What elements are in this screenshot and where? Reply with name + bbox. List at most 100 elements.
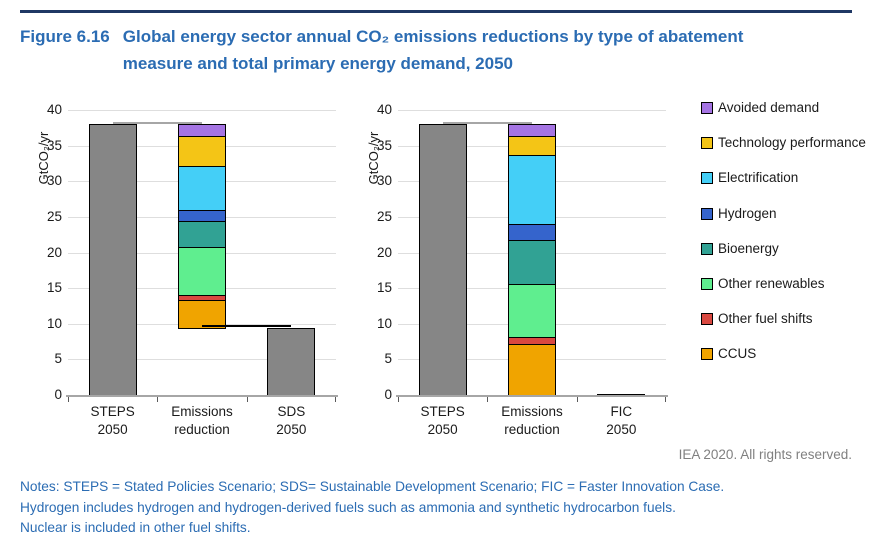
- y-tick-label: 40: [376, 102, 392, 117]
- plot-area: [396, 110, 668, 402]
- bar-segment-technology-performance: [178, 136, 226, 167]
- legend-item-other-renewables: Other renewables: [701, 276, 869, 292]
- bar-segment-other-fuel-shifts: [508, 337, 556, 346]
- x-category-label: STEPS 2050: [68, 403, 157, 438]
- y-tick-label: 30: [46, 173, 62, 189]
- x-axis-line: [396, 395, 668, 397]
- bar-segment-avoided-demand: [508, 123, 556, 138]
- y-tick-label: 0: [54, 387, 62, 402]
- bar-segment-other-renewables: [508, 283, 556, 339]
- legend-swatch-electrification: [701, 172, 713, 185]
- legend-item-electrification: Electrification: [701, 170, 869, 186]
- waterfall-connector: [202, 325, 292, 328]
- legend-swatch-hydrogen: [701, 207, 713, 220]
- x-category-label-line: reduction: [504, 421, 560, 437]
- plot-area: [66, 110, 338, 402]
- top-rule: [20, 10, 852, 13]
- bar-segment-hydrogen: [508, 224, 556, 242]
- x-category-label: Emissions reduction: [487, 403, 576, 438]
- y-tick-label: 20: [46, 244, 62, 260]
- y-tick-label: 5: [384, 351, 392, 367]
- gridline: [68, 110, 336, 111]
- y-tick-label: 5: [54, 351, 62, 367]
- legend-swatch-ccus: [701, 348, 713, 361]
- bar-segment-electrification: [508, 154, 556, 225]
- gridline: [398, 110, 666, 111]
- x-category-label-line: FIC: [610, 404, 633, 419]
- bar-segment-bioenergy: [508, 240, 556, 285]
- gridline: [68, 359, 336, 361]
- bar-segment-steps-2050: [88, 123, 137, 396]
- x-axis-tick: [68, 397, 69, 402]
- waterfall-connector: [442, 121, 532, 124]
- bar-segment-avoided-demand: [178, 123, 226, 138]
- bar-segment-technology-performance: [508, 136, 556, 156]
- figure-title-text: Global energy sector annual CO₂ emission…: [122, 27, 744, 74]
- x-axis-tick: [398, 397, 399, 402]
- legend-swatch-bioenergy: [701, 242, 713, 255]
- legend-swatch-technology-performance: [701, 137, 713, 150]
- legend-swatch-other-renewables: [701, 277, 713, 290]
- waterfall-connector: [112, 121, 202, 124]
- y-tick-label: 40: [46, 102, 62, 117]
- bar-segment-ccus: [508, 344, 556, 396]
- legend-label: Other renewables: [718, 275, 825, 291]
- legend-label: Hydrogen: [718, 205, 777, 221]
- y-tick-label: 35: [376, 137, 392, 153]
- x-axis-tick: [487, 397, 488, 402]
- x-category-label-line: Emissions: [501, 404, 563, 419]
- chart-sds-waterfall: GtCO₂/yr 0 5 10 15 20 25 30 35 40 STEPS 2050 Emissio…: [20, 95, 355, 440]
- bar-segment-electrification: [178, 165, 226, 211]
- y-tick-label: 0: [384, 387, 392, 402]
- chart-legend: Avoided demand Technology performance Elec…: [701, 100, 869, 363]
- legend-label: Technology performance: [718, 135, 866, 151]
- figure-notes: Notes: STEPS = Stated Policies Scenario;…: [20, 477, 724, 539]
- x-axis-line: [66, 395, 338, 397]
- y-tick-label: 10: [46, 315, 62, 331]
- legend-item-technology-performance: Technology performance: [701, 135, 869, 151]
- y-tick-label: 30: [376, 173, 392, 189]
- x-axis-tick: [157, 397, 158, 402]
- legend-swatch-other-fuel-shifts: [701, 313, 713, 326]
- bar-segment-steps-2050: [418, 123, 467, 396]
- x-axis-tick: [577, 397, 578, 402]
- y-tick-label: 25: [46, 208, 62, 224]
- note-line: Hydrogen includes hydrogen and hydrogen-…: [20, 499, 676, 515]
- y-tick-label: 15: [376, 280, 392, 296]
- figure-number: Figure 6.16: [20, 27, 110, 46]
- legend-label: Electrification: [718, 170, 799, 186]
- bar-segment-sds-2050: [267, 328, 316, 396]
- note-line: Notes: STEPS = Stated Policies Scenario;…: [20, 479, 725, 494]
- x-category-label-line: 2050: [97, 421, 128, 437]
- x-category-label-line: SDS: [277, 404, 306, 419]
- legend-label: CCUS: [718, 346, 757, 362]
- legend-item-other-fuel-shifts: Other fuel shifts: [701, 311, 869, 327]
- x-category-label-line: 2050: [276, 421, 307, 437]
- legend-item-bioenergy: Bioenergy: [701, 241, 869, 257]
- y-tick-label: 10: [376, 315, 392, 331]
- x-category-label-line: Emissions: [171, 404, 233, 419]
- x-axis-tick: [335, 397, 336, 402]
- legend-swatch-avoided-demand: [701, 102, 713, 114]
- y-tick-label: 20: [376, 244, 392, 260]
- x-category-label-line: 2050: [427, 421, 458, 437]
- x-category-label: SDS 2050: [247, 403, 336, 438]
- bar-segment-bioenergy: [178, 221, 226, 248]
- x-category-label: FIC 2050: [577, 403, 666, 438]
- legend-label: Avoided demand: [718, 100, 820, 115]
- x-category-label: Emissions reduction: [157, 403, 246, 438]
- legend-label: Bioenergy: [718, 240, 779, 256]
- x-category-label-line: 2050: [606, 421, 637, 437]
- bar-segment-hydrogen: [178, 209, 226, 223]
- y-tick-label: 15: [46, 280, 62, 296]
- x-category-label-line: STEPS: [90, 404, 135, 419]
- x-axis-tick: [247, 397, 248, 402]
- legend-item-hydrogen: Hydrogen: [701, 206, 869, 222]
- x-category-label-line: reduction: [174, 421, 230, 437]
- legend-item-avoided-demand: Avoided demand: [701, 100, 869, 116]
- x-category-label-line: STEPS: [420, 404, 465, 419]
- chart-fic-waterfall: GtCO₂/yr 0 5 10 15 20 25 30 35 40 STEPS 2050 Emissio…: [350, 95, 685, 440]
- note-line: Nuclear is included in other fuel shifts…: [20, 520, 251, 536]
- legend-label: Other fuel shifts: [718, 311, 813, 327]
